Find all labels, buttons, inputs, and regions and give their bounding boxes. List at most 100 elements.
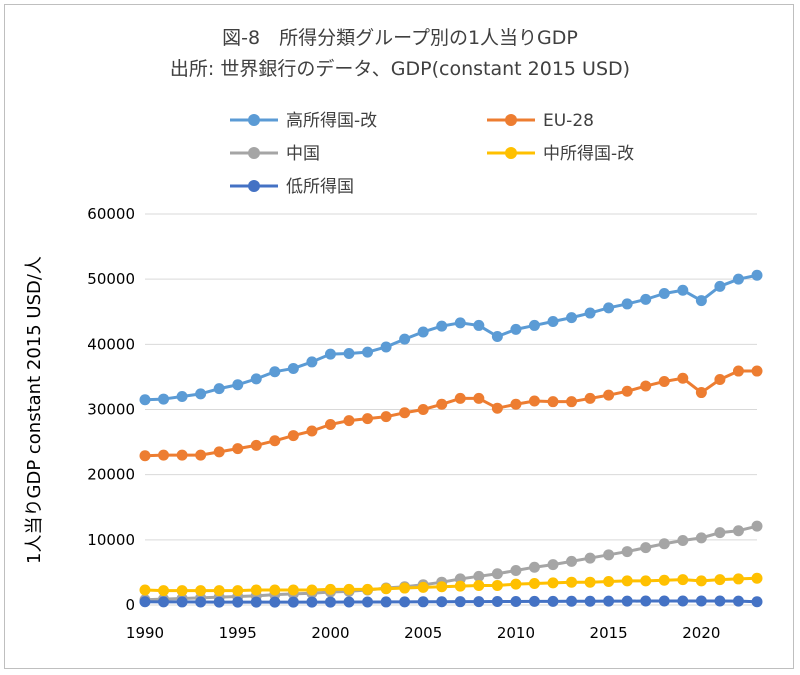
data-point <box>677 284 689 296</box>
data-point <box>751 572 763 584</box>
chart-axes: 0 10000 20000 30000 40000 50000 60000 1990 1995 2… <box>87 205 757 642</box>
data-point <box>510 564 522 576</box>
data-point <box>566 312 578 324</box>
data-point <box>621 595 633 607</box>
x-tick-label: 2010 <box>497 624 535 642</box>
data-point <box>417 581 429 593</box>
series-line <box>144 273 758 402</box>
data-point <box>232 585 244 597</box>
data-point <box>528 395 540 407</box>
data-point <box>751 520 763 532</box>
data-point <box>621 575 633 587</box>
data-point <box>269 584 281 596</box>
data-point <box>677 534 689 546</box>
data-point <box>343 596 355 608</box>
data-point <box>603 549 615 561</box>
series-4 <box>139 595 763 608</box>
data-point <box>399 333 411 345</box>
data-point <box>566 555 578 567</box>
chart-gridlines <box>145 213 757 541</box>
x-tick-label: 1995 <box>219 624 257 642</box>
data-point <box>584 392 596 404</box>
data-point <box>640 380 652 392</box>
data-point <box>491 579 503 591</box>
data-point <box>213 446 225 458</box>
data-point <box>473 579 485 591</box>
data-point <box>306 425 318 437</box>
data-point <box>343 415 355 427</box>
series-line <box>144 369 757 458</box>
data-point <box>658 595 670 607</box>
data-point <box>454 580 466 592</box>
data-point <box>714 280 726 292</box>
data-point <box>362 583 374 595</box>
data-point <box>287 362 299 374</box>
data-point <box>195 449 207 461</box>
data-point <box>158 393 170 405</box>
data-point <box>528 561 540 573</box>
data-point <box>454 596 466 608</box>
data-point <box>547 559 559 571</box>
data-point <box>417 326 429 338</box>
legend-item: EU-28 <box>487 111 594 131</box>
data-point <box>510 595 522 607</box>
series-1 <box>139 365 763 462</box>
data-point <box>417 404 429 415</box>
series-0 <box>139 269 763 406</box>
data-point <box>751 269 763 281</box>
series-3 <box>139 572 763 597</box>
data-point <box>714 595 726 607</box>
data-point <box>695 295 707 307</box>
data-point <box>603 595 615 607</box>
y-tick-label: 50000 <box>87 270 135 288</box>
data-point <box>640 595 652 607</box>
data-point <box>324 348 336 360</box>
data-point <box>176 390 188 402</box>
legend-item: 低所得国 <box>230 177 354 197</box>
data-point <box>176 585 188 597</box>
data-point <box>380 583 392 595</box>
data-point <box>362 596 374 608</box>
data-point <box>695 532 707 544</box>
data-point <box>714 527 726 539</box>
data-point <box>380 411 392 423</box>
y-tick-label: 20000 <box>87 466 135 484</box>
data-point <box>158 449 170 461</box>
x-tick-label: 1990 <box>126 624 164 642</box>
data-point <box>473 392 485 404</box>
data-point <box>547 577 559 589</box>
data-point <box>232 596 244 608</box>
chart-title-line-2: 出所: 世界銀行のデータ、GDP(constant 2015 USD) <box>170 58 630 80</box>
data-point <box>658 375 670 387</box>
data-point <box>176 449 188 461</box>
data-point <box>566 595 578 607</box>
data-point <box>454 392 466 404</box>
data-point <box>510 323 522 335</box>
data-point <box>658 538 670 550</box>
y-tick-label: 60000 <box>87 205 135 223</box>
data-point <box>603 389 615 401</box>
legend-item: 中国 <box>230 144 320 164</box>
y-tick-label: 40000 <box>87 335 135 353</box>
data-point <box>677 595 689 607</box>
data-point <box>324 596 336 608</box>
data-point <box>213 383 225 395</box>
data-point <box>232 379 244 391</box>
data-point <box>510 578 522 590</box>
data-point <box>436 596 448 608</box>
data-point <box>269 366 281 378</box>
data-point <box>250 439 262 451</box>
y-tick-label: 0 <box>125 596 135 614</box>
data-point <box>399 407 411 419</box>
data-point <box>399 596 411 608</box>
data-point <box>139 450 151 462</box>
data-point <box>473 319 485 331</box>
data-point <box>250 584 262 596</box>
data-point <box>213 585 225 597</box>
data-point <box>621 546 633 558</box>
data-point <box>343 347 355 359</box>
data-point <box>250 373 262 385</box>
data-point <box>695 595 707 607</box>
legend-swatch-marker <box>248 147 260 159</box>
